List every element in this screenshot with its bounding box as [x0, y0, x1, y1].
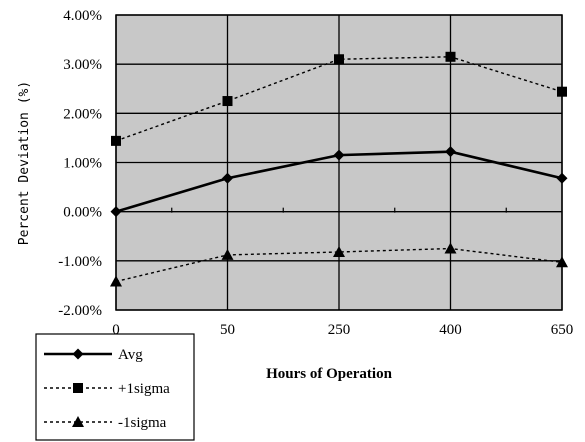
data-point	[444, 242, 457, 254]
y-tick-label: 0.00%	[63, 205, 102, 221]
legend-label: Avg	[118, 347, 143, 363]
data-point	[556, 172, 568, 184]
data-point	[110, 206, 122, 218]
legend-marker	[72, 348, 84, 360]
data-point	[334, 54, 344, 65]
legend-marker	[73, 383, 83, 393]
series-line	[115, 56, 563, 142]
x-axis-title: Hours of Operation	[266, 366, 392, 382]
series-2	[111, 51, 567, 146]
data-point	[221, 248, 234, 260]
y-tick-label: 2.00%	[63, 106, 102, 122]
legend-marker	[72, 416, 84, 427]
plot-border	[115, 14, 563, 311]
data-point	[333, 245, 345, 257]
data-point	[556, 256, 568, 268]
legend-box	[35, 333, 195, 441]
y-tick-label: -1.00%	[58, 254, 102, 270]
y-tick-label: -2.00%	[58, 303, 102, 319]
data-point	[557, 86, 567, 97]
series-1	[110, 146, 568, 218]
legend-label: +1sigma	[118, 381, 170, 397]
legend-label: -1sigma	[118, 415, 167, 431]
series-3	[110, 242, 568, 287]
data-point	[111, 135, 121, 146]
grid	[115, 14, 563, 311]
x-axis-tick-labels: 0 50 250 400 650	[112, 322, 573, 338]
y-tick-label: 4.00%	[63, 8, 102, 24]
data-point	[110, 275, 122, 287]
y-axis-title: Percent Deviation (%)	[17, 81, 32, 245]
data-point	[222, 96, 233, 107]
y-axis-tick-labels: 4.00% 3.00% 2.00% 1.00% 0.00% -1.00% -2.00%	[58, 8, 102, 319]
x-tick-label: 50	[220, 322, 235, 338]
x-tick-label: 400	[439, 322, 462, 338]
y-tick-label: 1.00%	[63, 156, 102, 172]
legend-item-2: +1sigma	[44, 381, 170, 397]
x-tick-label: 0	[112, 322, 120, 338]
x-tick-label: 650	[551, 322, 574, 338]
data-point	[222, 172, 233, 184]
data-point	[445, 51, 456, 62]
x-tick-label: 250	[328, 322, 351, 338]
data-point	[445, 146, 456, 158]
legend-item-3: -1sigma	[44, 415, 167, 431]
series-layer	[110, 51, 568, 287]
y-tick-label: 3.00%	[63, 57, 102, 73]
data-point	[333, 149, 345, 161]
legend-item-1: Avg	[44, 347, 143, 363]
legend: Avg +1sigma -1sigma	[35, 333, 195, 441]
